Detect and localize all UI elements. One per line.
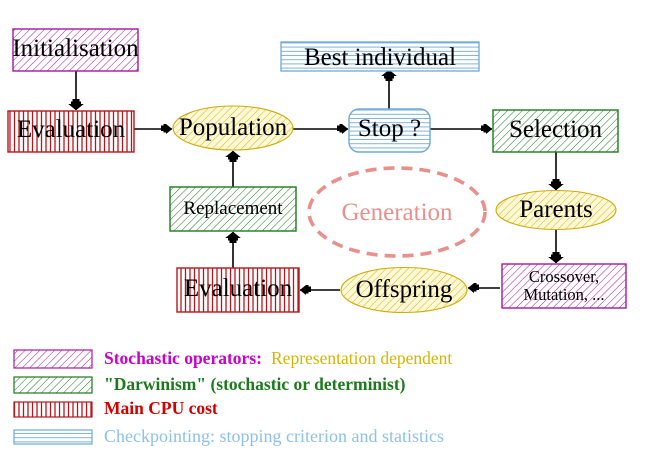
svg-text:Offspring: Offspring — [356, 276, 453, 303]
svg-text:Generation: Generation — [341, 199, 453, 226]
svg-text:Crossover,: Crossover, — [529, 267, 599, 286]
svg-text:Stop ?: Stop ? — [358, 115, 421, 142]
svg-text:Stochastic operators:: Stochastic operators: — [104, 348, 262, 368]
svg-text:Checkpointing: stopping criter: Checkpointing: stopping criterion and st… — [104, 426, 444, 446]
svg-text:Selection: Selection — [509, 116, 603, 143]
svg-text:Representation dependent: Representation dependent — [271, 348, 452, 368]
svg-text:Mutation, ...: Mutation, ... — [523, 285, 604, 304]
svg-text:Parents: Parents — [519, 196, 593, 223]
svg-text:Evaluation: Evaluation — [184, 275, 293, 302]
svg-text:Main CPU cost: Main CPU cost — [104, 398, 218, 418]
svg-text:Replacement: Replacement — [183, 198, 283, 219]
svg-text:Best individual: Best individual — [304, 44, 456, 71]
svg-text:Population: Population — [179, 114, 288, 141]
svg-text:Initialisation: Initialisation — [12, 35, 139, 62]
svg-text:"Darwinism" (stochastic or det: "Darwinism" (stochastic or determinist) — [104, 374, 406, 394]
svg-text:Evaluation: Evaluation — [17, 116, 126, 143]
